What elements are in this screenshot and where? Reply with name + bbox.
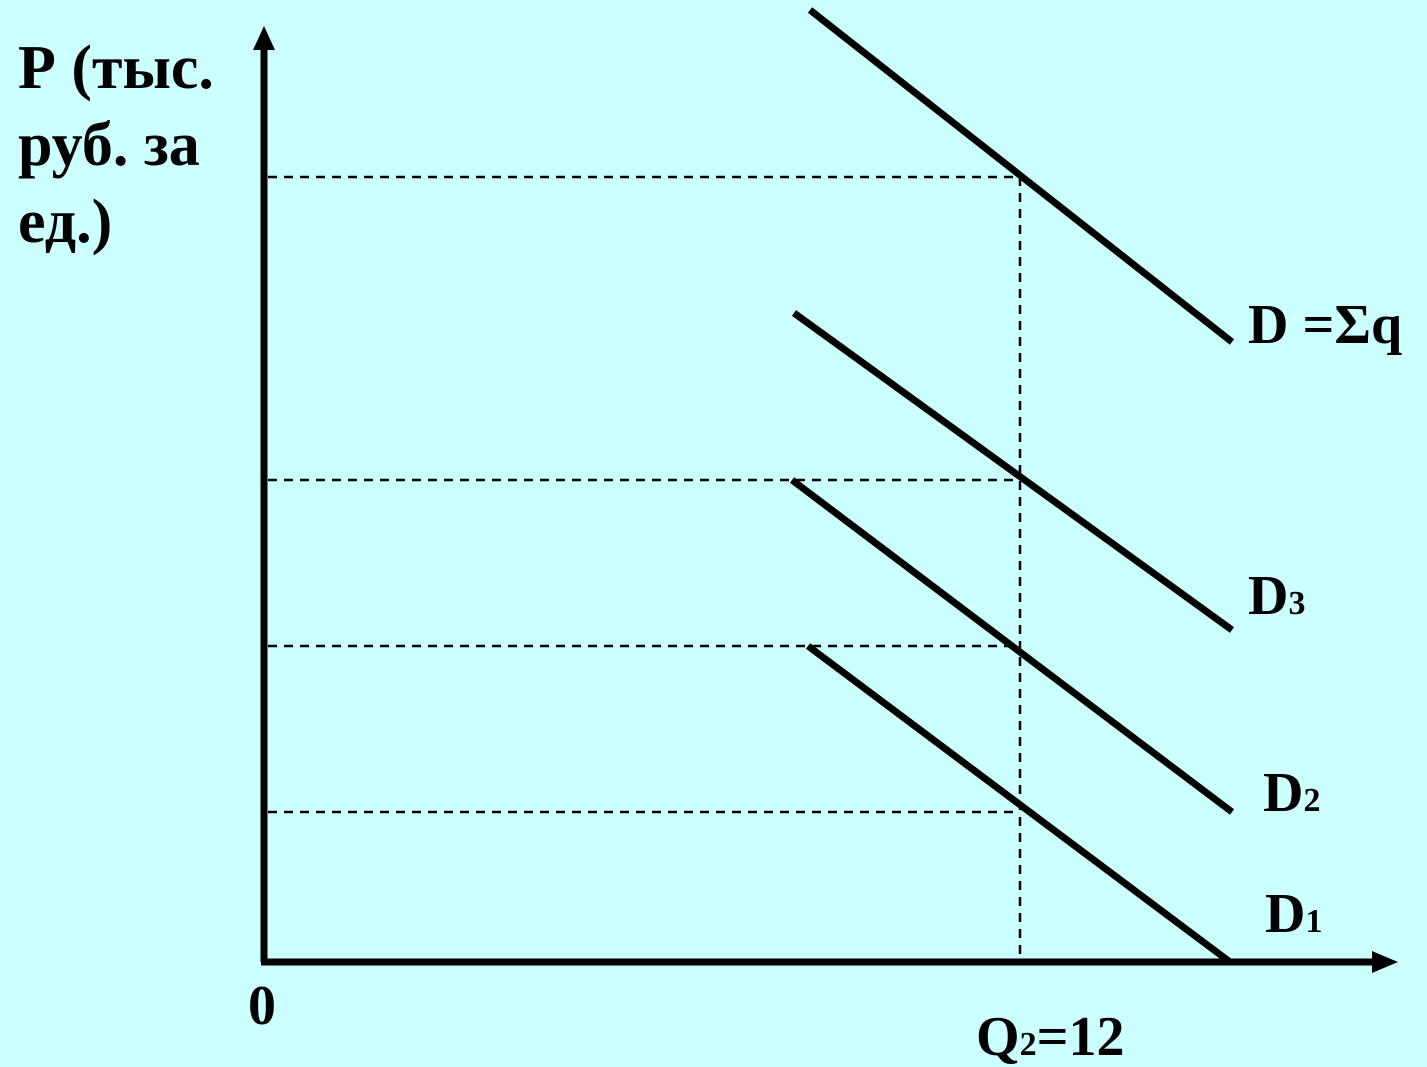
x-marker-label: Q2=12 [976, 1006, 1124, 1067]
curve-label-d1: D1 [1265, 883, 1322, 945]
curve-dsum [807, 7, 1235, 345]
y-axis-label: Р (тыс. руб. за ед.) [18, 30, 248, 261]
y-axis-arrow [253, 26, 275, 50]
origin-label: 0 [248, 975, 276, 1037]
y-axis-label-line-2: руб. за [18, 111, 200, 179]
x-axis-arrow [1372, 951, 1398, 973]
curve-d1 [805, 643, 1233, 965]
curve-label-dsum: D =Σq [1248, 294, 1402, 356]
y-axis-label-line-3: ед.) [18, 188, 113, 256]
curve-d2 [789, 477, 1235, 815]
curve-d3 [791, 310, 1235, 633]
curve-label-d3: D3 [1248, 565, 1305, 627]
curve-label-d2: D2 [1263, 762, 1320, 824]
y-axis-label-line-1: Р (тыс. [18, 34, 214, 102]
